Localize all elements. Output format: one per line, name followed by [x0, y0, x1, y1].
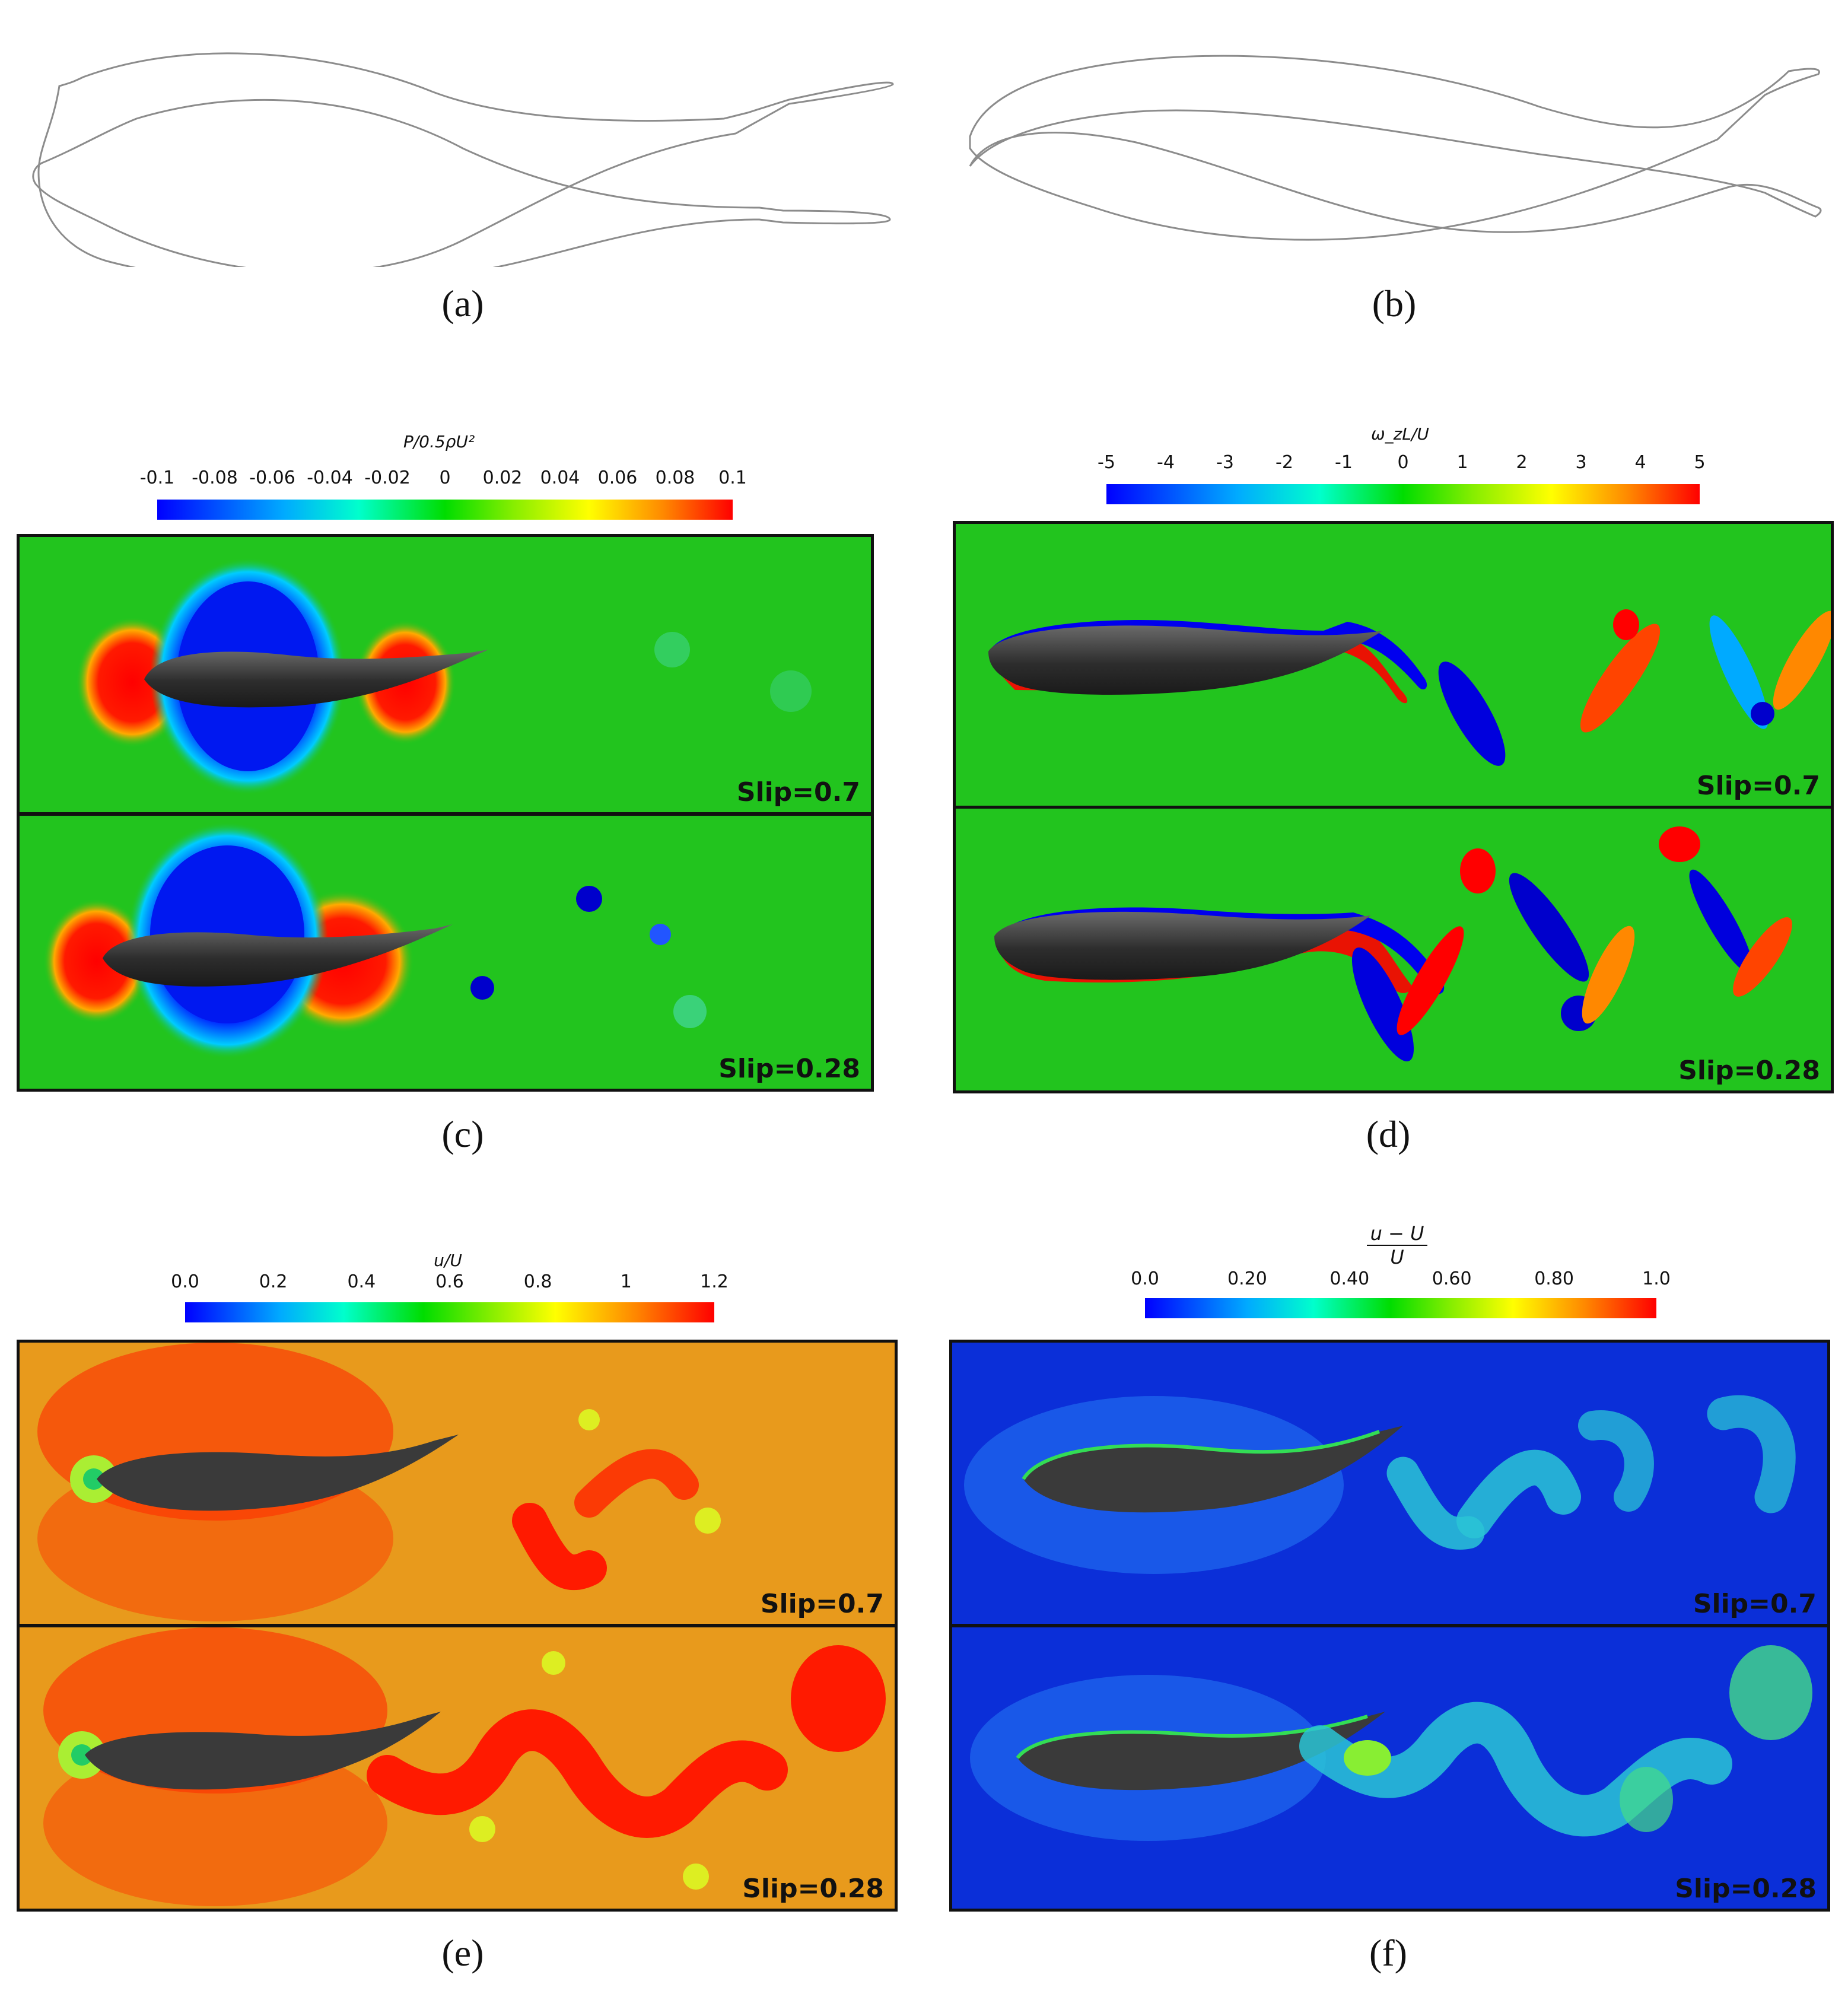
- colorbar-tick-label: 0.60: [1432, 1268, 1472, 1289]
- colorbar-tick-label: -1: [1335, 452, 1353, 473]
- slip-label: Slip=0.7: [736, 777, 860, 807]
- colorbar-tick-label: -5: [1098, 452, 1115, 473]
- colorbar-tick-label: 3: [1575, 452, 1587, 473]
- pressure-colorbar-title: P/0.5ρU²: [403, 432, 475, 451]
- slip-label: Slip=0.28: [718, 1054, 860, 1084]
- colorbar-tick-label: 0.8: [523, 1271, 552, 1292]
- velocity-panel-slip-0.28: Slip=0.28: [17, 1624, 898, 1912]
- vorticity-colorbar-title: ω_zL/U: [1371, 424, 1429, 444]
- slip-label: Slip=0.28: [1675, 1874, 1817, 1904]
- colorbar-tick-label: -0.06: [249, 468, 295, 488]
- pressure-panel-slip-0.7: Slip=0.7: [17, 534, 874, 815]
- colorbar-tick-label: -2: [1276, 452, 1293, 473]
- caption-f: (f): [1369, 1932, 1407, 1974]
- colorbar-tick-label: 0.20: [1227, 1268, 1267, 1289]
- vorticity-colorbar: [1106, 484, 1700, 504]
- colorbar-tick-label: 0.08: [655, 468, 695, 488]
- colorbar-tick-label: 0.04: [540, 468, 580, 488]
- colorbar-tick-label: -0.02: [364, 468, 411, 488]
- vorticity-panel-slip-0.7: Slip=0.7: [953, 521, 1834, 809]
- deficit-panel-slip-0.7: Slip=0.7: [949, 1340, 1830, 1627]
- velocity-colorbar: [185, 1302, 714, 1322]
- colorbar-tick-label: 0.02: [482, 468, 523, 488]
- colorbar-tick-label: 0: [1397, 452, 1409, 473]
- colorbar-tick-label: 2: [1516, 452, 1528, 473]
- colorbar-tick-label: 1: [620, 1271, 632, 1292]
- colorbar-tick-label: -0.04: [307, 468, 353, 488]
- caption-e: (e): [441, 1932, 484, 1974]
- colorbar-tick-label: 0: [439, 468, 451, 488]
- colorbar-tick-label: 0.4: [347, 1271, 376, 1292]
- colorbar-tick-label: 0.06: [597, 468, 638, 488]
- caption-a: (a): [441, 282, 484, 325]
- caption-b: (b): [1372, 282, 1417, 325]
- deficit-colorbar: [1145, 1298, 1656, 1318]
- fish-outline-a: [32, 52, 894, 267]
- slip-label: Slip=0.28: [742, 1874, 884, 1904]
- fish-outline-b: [969, 55, 1822, 241]
- colorbar-tick-label: -0.08: [192, 468, 238, 488]
- deficit-title-denominator: U: [1390, 1246, 1404, 1268]
- colorbar-tick-label: 0.0: [171, 1271, 199, 1292]
- colorbar-tick-label: 0.40: [1329, 1268, 1370, 1289]
- velocity-colorbar-title: u/U: [434, 1251, 462, 1270]
- slip-label: Slip=0.28: [1678, 1055, 1820, 1086]
- colorbar-tick-label: 0.1: [718, 468, 747, 488]
- velocity-panel-slip-0.7: Slip=0.7: [17, 1340, 898, 1627]
- caption-c: (c): [441, 1113, 484, 1155]
- deficit-panel-slip-0.28: Slip=0.28: [949, 1624, 1830, 1912]
- colorbar-tick-label: -0.1: [139, 468, 175, 488]
- caption-d: (d): [1366, 1113, 1411, 1155]
- colorbar-tick-label: 0.0: [1131, 1268, 1159, 1289]
- colorbar-tick-label: -4: [1157, 452, 1175, 473]
- pressure-panel-slip-0.28: Slip=0.28: [17, 813, 874, 1092]
- colorbar-tick-label: 0.80: [1534, 1268, 1574, 1289]
- colorbar-tick-label: 4: [1634, 452, 1646, 473]
- colorbar-tick-label: 1.2: [700, 1271, 729, 1292]
- colorbar-tick-label: 5: [1694, 452, 1706, 473]
- pressure-colorbar: [157, 500, 733, 520]
- deficit-title-numerator: u − U: [1366, 1222, 1428, 1246]
- slip-label: Slip=0.7: [760, 1589, 884, 1619]
- deficit-colorbar-title: u − U U: [1338, 1222, 1456, 1268]
- colorbar-tick-label: 0.6: [435, 1271, 464, 1292]
- colorbar-tick-label: 0.2: [259, 1271, 288, 1292]
- colorbar-tick-label: -3: [1216, 452, 1234, 473]
- colorbar-tick-label: 1.0: [1642, 1268, 1671, 1289]
- slip-label: Slip=0.7: [1696, 771, 1820, 801]
- vorticity-panel-slip-0.28: Slip=0.28: [953, 806, 1834, 1093]
- slip-label: Slip=0.7: [1693, 1589, 1817, 1619]
- colorbar-tick-label: 1: [1456, 452, 1468, 473]
